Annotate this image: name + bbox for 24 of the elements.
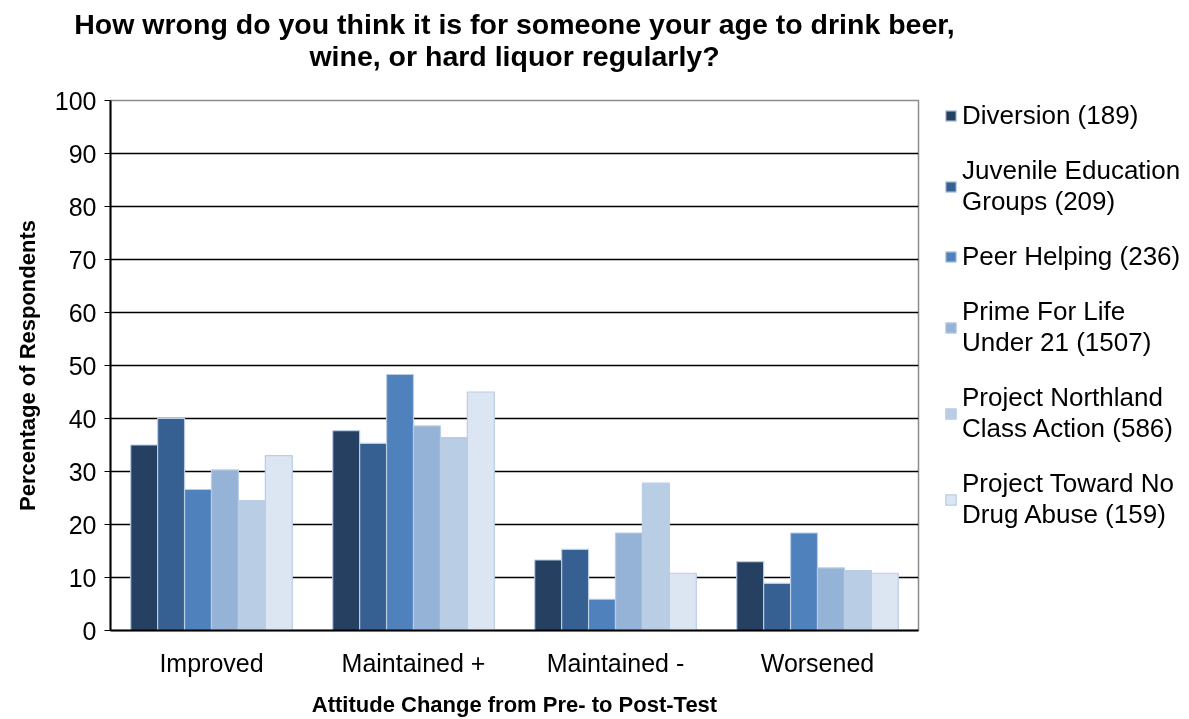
y-tick-label: 60 (68, 298, 97, 327)
y-tick-label: 30 (68, 457, 97, 486)
x-tick-label: Improved (159, 648, 264, 677)
y-tick-label: 100 (54, 86, 97, 115)
chart-title: How wrong do you think it is for someone your age to drink beer, wine, or hard liquor regularly? (74, 7, 955, 72)
y-axis-title: Percentage of Respondents (14, 220, 40, 511)
legend-label: Project Northland Class Action (586) (962, 382, 1173, 444)
legend-label: Diversion (189) (962, 100, 1139, 131)
y-tick-label: 0 (82, 616, 97, 645)
x-tick-label: Worsened (760, 648, 875, 677)
y-tick-label: 20 (68, 510, 97, 539)
legend-label: Peer Helping (236) (962, 241, 1181, 272)
y-tick-label: 70 (68, 245, 97, 274)
y-tick-label: 50 (68, 351, 97, 380)
legend-label: Project Toward No Drug Abuse (159) (962, 468, 1174, 530)
x-axis-title: Attitude Change from Pre- to Post-Test (311, 691, 718, 717)
y-tick-label: 40 (68, 404, 97, 433)
legend-label: Prime For Life Under 21 (1507) (962, 296, 1152, 358)
legend-label: Juvenile Education Groups (209) (962, 155, 1181, 217)
y-tick-label: 80 (68, 192, 97, 221)
y-tick-label: 10 (68, 563, 97, 592)
x-tick-label: Maintained - (546, 648, 685, 677)
x-tick-label: Maintained + (341, 648, 486, 677)
y-tick-label: 90 (68, 139, 97, 168)
